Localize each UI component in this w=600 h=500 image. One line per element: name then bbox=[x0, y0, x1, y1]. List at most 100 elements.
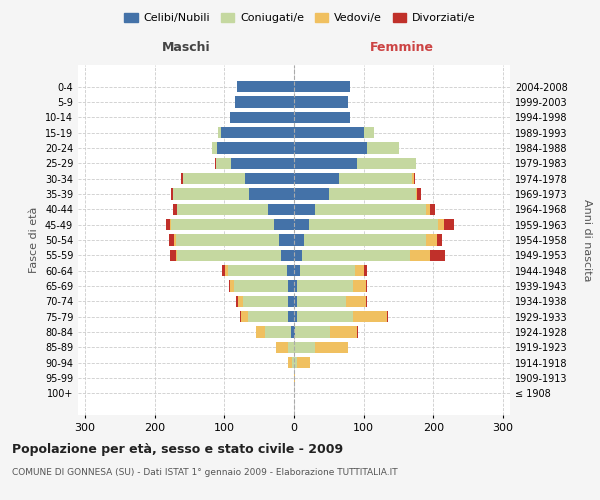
Bar bbox=[294, 158, 357, 169]
Bar bbox=[329, 188, 416, 200]
Bar bbox=[430, 204, 436, 215]
Bar bbox=[276, 342, 289, 353]
Bar bbox=[444, 219, 454, 230]
Bar bbox=[278, 234, 294, 246]
Bar bbox=[294, 250, 302, 261]
Bar bbox=[182, 173, 245, 184]
Bar bbox=[237, 81, 294, 92]
Bar bbox=[294, 112, 350, 123]
Bar bbox=[302, 250, 410, 261]
Bar bbox=[170, 219, 172, 230]
Bar bbox=[357, 326, 358, 338]
Bar bbox=[294, 127, 364, 138]
Bar bbox=[231, 158, 294, 169]
Bar bbox=[215, 158, 216, 169]
Text: COMUNE DI GONNESA (SU) - Dati ISTAT 1° gennaio 2009 - Elaborazione TUTTITALIA.IT: COMUNE DI GONNESA (SU) - Dati ISTAT 1° g… bbox=[12, 468, 398, 477]
Bar bbox=[294, 326, 295, 338]
Bar bbox=[294, 357, 298, 368]
Bar bbox=[217, 142, 294, 154]
Bar bbox=[216, 158, 231, 169]
Bar bbox=[294, 372, 295, 384]
Y-axis label: Fasce di età: Fasce di età bbox=[29, 207, 39, 273]
Bar bbox=[294, 204, 315, 215]
Bar bbox=[437, 234, 442, 246]
Bar bbox=[289, 296, 294, 307]
Bar bbox=[172, 188, 173, 200]
Bar bbox=[364, 127, 374, 138]
Bar bbox=[274, 219, 294, 230]
Bar bbox=[291, 326, 294, 338]
Bar bbox=[416, 188, 418, 200]
Bar bbox=[248, 311, 289, 322]
Bar bbox=[294, 296, 298, 307]
Y-axis label: Anni di nascita: Anni di nascita bbox=[582, 198, 592, 281]
Bar bbox=[298, 296, 346, 307]
Bar bbox=[287, 265, 294, 276]
Bar bbox=[438, 219, 444, 230]
Text: Maschi: Maschi bbox=[161, 41, 211, 54]
Bar bbox=[173, 204, 177, 215]
Bar bbox=[235, 96, 294, 108]
Bar bbox=[166, 219, 170, 230]
Bar bbox=[298, 357, 310, 368]
Bar bbox=[353, 311, 386, 322]
Bar bbox=[418, 188, 421, 200]
Text: Popolazione per età, sesso e stato civile - 2009: Popolazione per età, sesso e stato civil… bbox=[12, 444, 343, 456]
Bar bbox=[330, 326, 357, 338]
Bar bbox=[366, 280, 367, 292]
Legend: Celibi/Nubili, Coniugati/e, Vedovi/e, Divorziati/e: Celibi/Nubili, Coniugati/e, Vedovi/e, Di… bbox=[120, 8, 480, 28]
Bar bbox=[177, 204, 268, 215]
Bar bbox=[289, 280, 294, 292]
Bar bbox=[430, 250, 445, 261]
Bar bbox=[294, 142, 367, 154]
Bar bbox=[386, 311, 388, 322]
Bar bbox=[357, 158, 416, 169]
Bar bbox=[367, 142, 398, 154]
Bar bbox=[294, 96, 349, 108]
Bar bbox=[414, 173, 415, 184]
Bar bbox=[221, 127, 294, 138]
Bar bbox=[310, 219, 438, 230]
Bar bbox=[249, 188, 294, 200]
Bar bbox=[355, 265, 364, 276]
Bar bbox=[243, 296, 289, 307]
Bar bbox=[170, 250, 176, 261]
Bar bbox=[230, 280, 234, 292]
Bar bbox=[245, 173, 294, 184]
Bar bbox=[239, 311, 241, 322]
Bar bbox=[289, 357, 292, 368]
Bar bbox=[181, 173, 182, 184]
Bar bbox=[315, 342, 349, 353]
Bar bbox=[225, 265, 228, 276]
Bar bbox=[298, 311, 353, 322]
Bar bbox=[412, 173, 414, 184]
Bar bbox=[364, 265, 367, 276]
Bar bbox=[294, 342, 315, 353]
Bar bbox=[339, 173, 412, 184]
Bar bbox=[176, 250, 177, 261]
Bar bbox=[294, 280, 298, 292]
Bar bbox=[289, 342, 294, 353]
Bar bbox=[292, 357, 294, 368]
Bar bbox=[294, 234, 304, 246]
Bar bbox=[289, 311, 294, 322]
Bar bbox=[304, 234, 427, 246]
Bar bbox=[294, 311, 298, 322]
Bar bbox=[315, 204, 427, 215]
Bar bbox=[172, 219, 274, 230]
Bar bbox=[228, 265, 287, 276]
Bar bbox=[173, 188, 249, 200]
Bar bbox=[366, 296, 367, 307]
Bar bbox=[169, 234, 174, 246]
Bar bbox=[294, 219, 310, 230]
Bar bbox=[294, 265, 299, 276]
Bar bbox=[234, 280, 289, 292]
Bar bbox=[229, 280, 230, 292]
Bar bbox=[299, 265, 355, 276]
Bar bbox=[427, 234, 437, 246]
Bar bbox=[212, 142, 217, 154]
Bar bbox=[294, 188, 329, 200]
Bar bbox=[265, 326, 291, 338]
Bar bbox=[218, 127, 221, 138]
Bar bbox=[427, 204, 430, 215]
